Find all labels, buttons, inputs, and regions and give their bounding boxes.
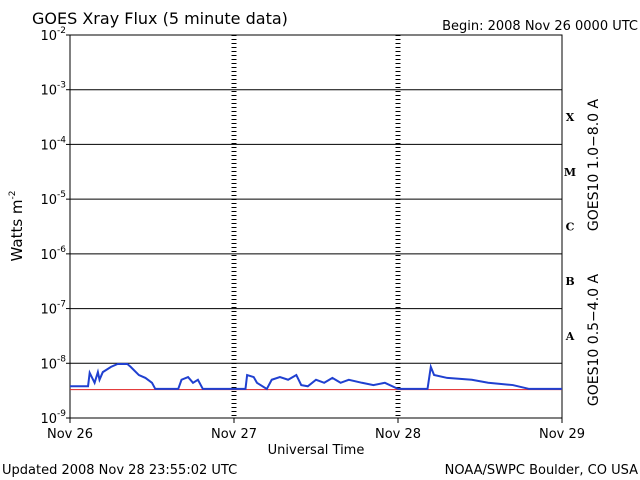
y-tick-exponent: -6 — [57, 245, 66, 255]
y-tick-exponent: -2 — [57, 26, 66, 36]
y-axis-label-text: Watts m — [8, 199, 26, 261]
y-tick-base: 10 — [40, 29, 57, 44]
flare-class-label: X — [566, 111, 575, 124]
y-tick-base: 10 — [40, 303, 57, 318]
y-tick-exponent: -4 — [57, 135, 66, 145]
y-tick-exponent: -8 — [57, 354, 66, 364]
y-tick-label: 10-7 — [40, 300, 66, 318]
footer-right: NOAA/SWPC Boulder, CO USA — [445, 463, 638, 478]
y-tick-exponent: -9 — [57, 409, 66, 419]
flare-class-label: A — [565, 330, 575, 343]
x-tick-label: Nov 28 — [375, 427, 421, 442]
footer-left: Updated 2008 Nov 28 23:55:02 UTC — [2, 463, 237, 478]
y-axis-label-exponent: -2 — [8, 190, 18, 199]
y-tick-exponent: -3 — [57, 81, 66, 91]
chart-subtitle: Begin: 2008 Nov 26 0000 UTC — [442, 19, 638, 34]
y-tick-base: 10 — [40, 138, 57, 153]
series-line — [70, 363, 562, 391]
y-tick-base: 10 — [40, 412, 57, 427]
y-tick-base: 10 — [40, 84, 57, 99]
y-tick-label: 10-4 — [40, 135, 66, 153]
y-tick-exponent: -7 — [57, 300, 66, 310]
y-tick-label: 10-6 — [40, 245, 66, 263]
x-tick-label: Nov 29 — [539, 427, 585, 442]
x-tick-label: Nov 26 — [47, 427, 93, 442]
y-tick-base: 10 — [40, 357, 57, 372]
y-tick-base: 10 — [40, 193, 57, 208]
legend-label: GOES10 1.0−8.0 A — [586, 99, 602, 232]
x-axis-label: Universal Time — [268, 443, 365, 458]
legend-label: GOES10 0.5−4.0 A — [586, 274, 602, 407]
x-tick-label: Nov 27 — [211, 427, 257, 442]
flare-class-label: M — [564, 166, 576, 179]
flare-class-label: C — [566, 221, 575, 234]
plot-frame — [69, 34, 563, 419]
y-tick-label: 10-3 — [40, 81, 66, 99]
y-tick-label: 10-2 — [40, 26, 66, 44]
flare-class-label: B — [565, 275, 574, 288]
y-axis-label: Watts m-2 — [8, 190, 26, 261]
y-tick-label: 10-9 — [40, 409, 66, 427]
chart-title: GOES Xray Flux (5 minute data) — [32, 9, 288, 28]
y-tick-base: 10 — [40, 248, 57, 263]
y-tick-label: 10-8 — [40, 354, 66, 372]
y-tick-label: 10-5 — [40, 190, 66, 208]
y-tick-exponent: -5 — [57, 190, 66, 200]
